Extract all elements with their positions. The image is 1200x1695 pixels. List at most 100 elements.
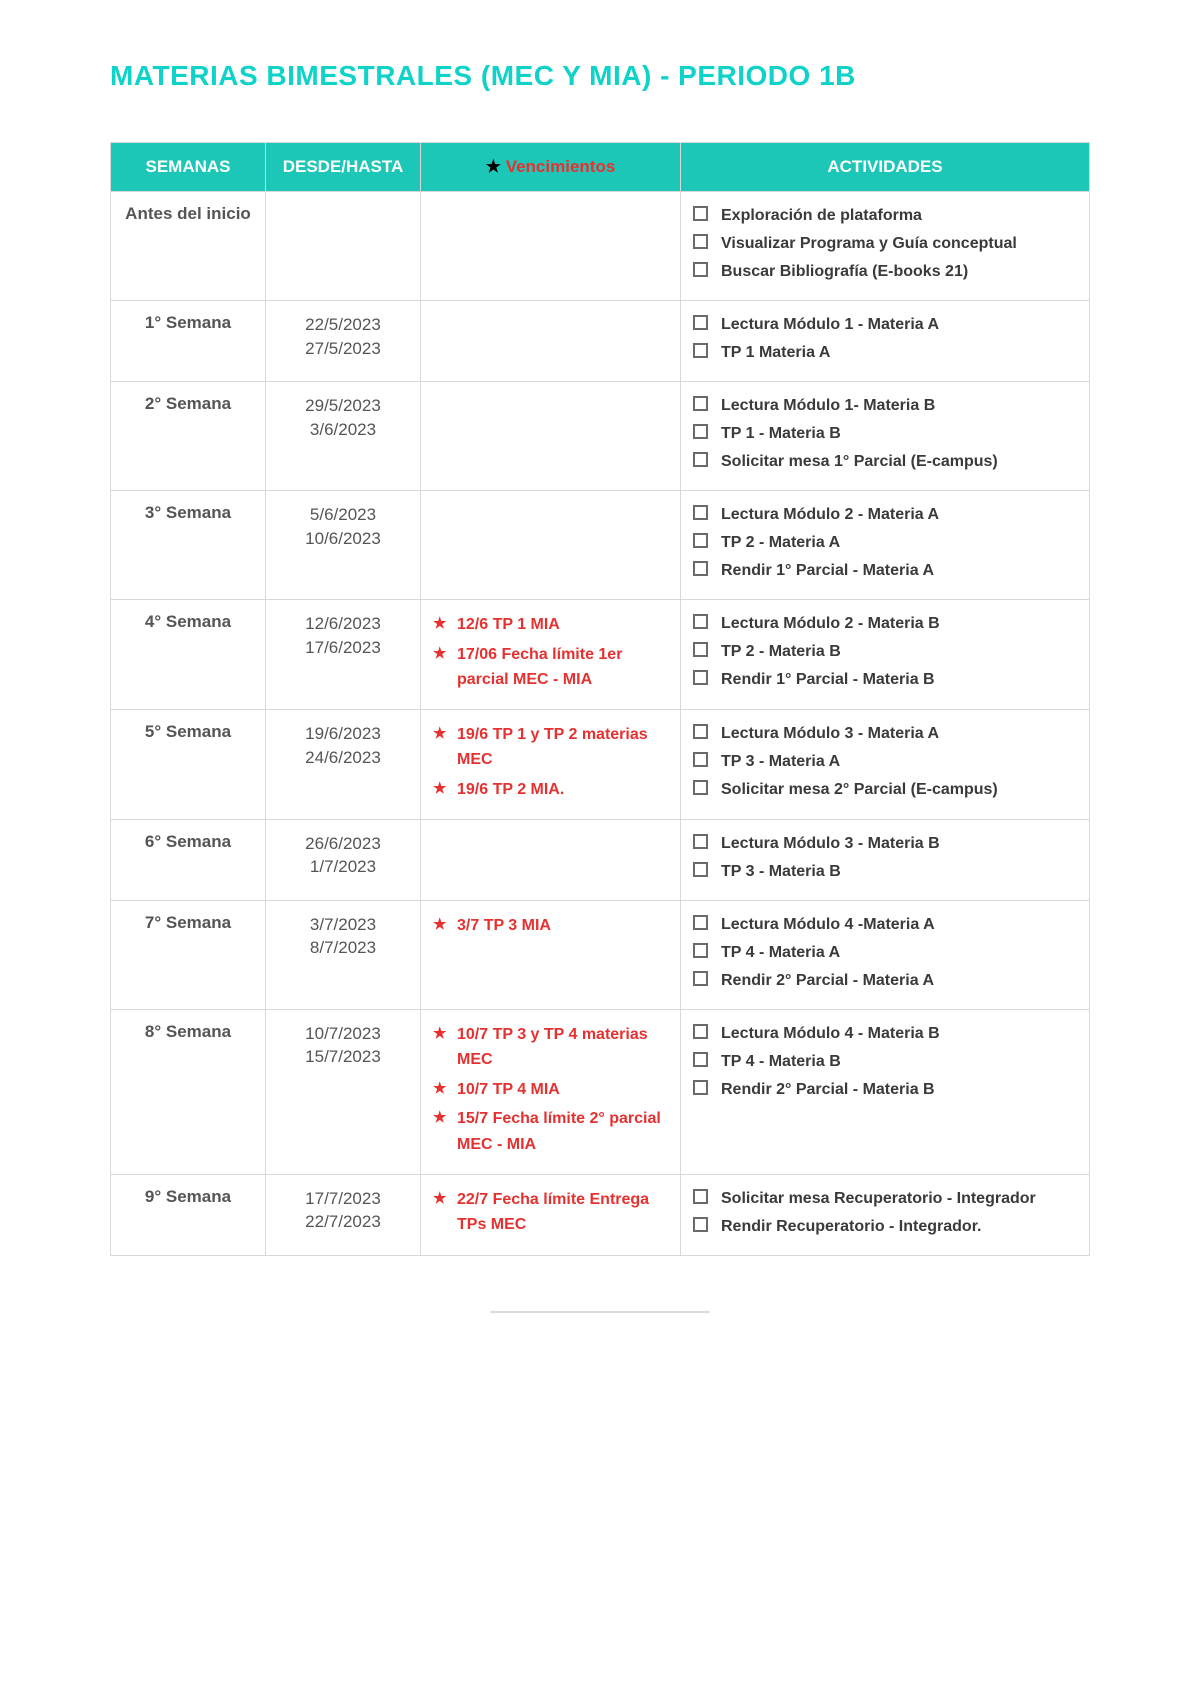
- checkbox-icon[interactable]: [693, 915, 708, 930]
- actividad-item: Rendir 1° Parcial - Materia A: [693, 559, 1077, 583]
- actividad-text: TP 2 - Materia B: [721, 643, 841, 660]
- actividad-item: Lectura Módulo 3 - Materia B: [693, 832, 1077, 856]
- table-row: 1° Semana22/5/202327/5/2023Lectura Módul…: [111, 301, 1090, 382]
- date-value: 3/6/2023: [278, 418, 408, 442]
- checkbox-icon[interactable]: [693, 533, 708, 548]
- actividad-item: Visualizar Programa y Guía conceptual: [693, 232, 1077, 256]
- actividad-text: Lectura Módulo 1- Materia B: [721, 397, 935, 414]
- actividad-text: Lectura Módulo 4 -Materia A: [721, 916, 935, 933]
- actividad-item: TP 2 - Materia A: [693, 531, 1077, 555]
- actividad-text: Lectura Módulo 2 - Materia A: [721, 506, 939, 523]
- checkbox-icon[interactable]: [693, 642, 708, 657]
- checkbox-icon[interactable]: [693, 234, 708, 249]
- checkbox-icon[interactable]: [693, 971, 708, 986]
- date-value: 17/7/2023: [278, 1187, 408, 1211]
- actividad-text: Lectura Módulo 1 - Materia A: [721, 316, 939, 333]
- actividades-cell: Exploración de plataforma Visualizar Prog…: [681, 192, 1090, 301]
- week-name-cell: 9° Semana: [111, 1174, 266, 1255]
- checkbox-icon[interactable]: [693, 561, 708, 576]
- table-row: 6° Semana26/6/20231/7/2023Lectura Módulo…: [111, 819, 1090, 900]
- actividad-text: TP 2 - Materia A: [721, 534, 840, 551]
- actividad-item: Solicitar mesa 1° Parcial (E-campus): [693, 450, 1077, 474]
- actividad-item: TP 3 - Materia A: [693, 750, 1077, 774]
- checkbox-icon[interactable]: [693, 943, 708, 958]
- checkbox-icon[interactable]: [693, 396, 708, 411]
- date-value: 17/6/2023: [278, 636, 408, 660]
- vencimientos-cell: [421, 819, 681, 900]
- checkbox-icon[interactable]: [693, 1080, 708, 1095]
- actividad-text: Lectura Módulo 4 - Materia B: [721, 1025, 940, 1042]
- vencimientos-cell: 22/7 Fecha límite Entrega TPs MEC: [421, 1174, 681, 1255]
- actividad-item: TP 2 - Materia B: [693, 640, 1077, 664]
- checkbox-icon[interactable]: [693, 834, 708, 849]
- header-vencimientos: ★ Vencimientos: [421, 143, 681, 192]
- header-vencimientos-label: Vencimientos: [506, 157, 616, 176]
- table-row: 7° Semana3/7/20238/7/20233/7 TP 3 MIALec…: [111, 900, 1090, 1009]
- actividad-item: TP 1 Materia A: [693, 341, 1077, 365]
- checkbox-icon[interactable]: [693, 315, 708, 330]
- dates-cell: 5/6/202310/6/2023: [266, 491, 421, 600]
- actividad-text: TP 3 - Materia B: [721, 863, 841, 880]
- dates-cell: 19/6/202324/6/2023: [266, 709, 421, 819]
- checkbox-icon[interactable]: [693, 1189, 708, 1204]
- vencimiento-item: 19/6 TP 2 MIA.: [433, 777, 668, 803]
- checkbox-icon[interactable]: [693, 862, 708, 877]
- checkbox-icon[interactable]: [693, 505, 708, 520]
- actividad-text: Rendir 1° Parcial - Materia B: [721, 671, 935, 688]
- header-semanas: SEMANAS: [111, 143, 266, 192]
- checkbox-icon[interactable]: [693, 614, 708, 629]
- actividad-text: Solicitar mesa Recuperatorio - Integrado…: [721, 1190, 1036, 1207]
- week-name-cell: 3° Semana: [111, 491, 266, 600]
- vencimientos-cell: [421, 192, 681, 301]
- actividad-text: Rendir Recuperatorio - Integrador.: [721, 1218, 981, 1235]
- vencimientos-cell: [421, 301, 681, 382]
- table-row: 8° Semana10/7/202315/7/202310/7 TP 3 y T…: [111, 1009, 1090, 1174]
- actividad-item: Lectura Módulo 3 - Materia A: [693, 722, 1077, 746]
- checkbox-icon[interactable]: [693, 724, 708, 739]
- actividad-item: Exploración de plataforma: [693, 204, 1077, 228]
- checkbox-icon[interactable]: [693, 1052, 708, 1067]
- actividad-item: Solicitar mesa 2° Parcial (E-campus): [693, 778, 1077, 802]
- table-row: 3° Semana5/6/202310/6/2023 Lectura Módulo…: [111, 491, 1090, 600]
- checkbox-icon[interactable]: [693, 670, 708, 685]
- actividades-cell: Lectura Módulo 2 - Materia B TP 2 - Mater…: [681, 600, 1090, 710]
- vencimientos-cell: [421, 382, 681, 491]
- date-value: 3/7/2023: [278, 913, 408, 937]
- date-value: 19/6/2023: [278, 722, 408, 746]
- week-name-cell: Antes del inicio: [111, 192, 266, 301]
- actividad-item: Rendir 2° Parcial - Materia B: [693, 1078, 1077, 1102]
- actividad-item: TP 1 - Materia B: [693, 422, 1077, 446]
- vencimientos-cell: 19/6 TP 1 y TP 2 materias MEC 19/6 TP 2 M…: [421, 709, 681, 819]
- dates-cell: 17/7/202322/7/2023: [266, 1174, 421, 1255]
- checkbox-icon[interactable]: [693, 424, 708, 439]
- checkbox-icon[interactable]: [693, 206, 708, 221]
- footer-divider: [490, 1311, 710, 1313]
- dates-cell: 26/6/20231/7/2023: [266, 819, 421, 900]
- vencimientos-cell: 10/7 TP 3 y TP 4 materias MEC10/7 TP 4 M…: [421, 1009, 681, 1174]
- actividad-item: Buscar Bibliografía (E-books 21): [693, 260, 1077, 284]
- checkbox-icon[interactable]: [693, 752, 708, 767]
- actividad-item: Rendir Recuperatorio - Integrador.: [693, 1215, 1077, 1239]
- actividad-item: TP 3 - Materia B: [693, 860, 1077, 884]
- table-row: Antes del inicio Exploración de plataform…: [111, 192, 1090, 301]
- dates-cell: [266, 192, 421, 301]
- table-row: 5° Semana19/6/202324/6/202319/6 TP 1 y T…: [111, 709, 1090, 819]
- actividad-text: Visualizar Programa y Guía conceptual: [721, 235, 1017, 252]
- date-value: 22/5/2023: [278, 313, 408, 337]
- page-title: MATERIAS BIMESTRALES (MEC Y MIA) - PERIO…: [110, 60, 1090, 92]
- dates-cell: 10/7/202315/7/2023: [266, 1009, 421, 1174]
- actividad-item: Lectura Módulo 2 - Materia B: [693, 612, 1077, 636]
- checkbox-icon[interactable]: [693, 1024, 708, 1039]
- checkbox-icon[interactable]: [693, 262, 708, 277]
- actividad-text: Lectura Módulo 3 - Materia A: [721, 725, 939, 742]
- checkbox-icon[interactable]: [693, 452, 708, 467]
- actividad-item: Lectura Módulo 4 -Materia A: [693, 913, 1077, 937]
- vencimiento-item: 15/7 Fecha límite 2° parcial MEC - MIA: [433, 1106, 668, 1157]
- vencimiento-item: 19/6 TP 1 y TP 2 materias MEC: [433, 722, 668, 773]
- checkbox-icon[interactable]: [693, 1217, 708, 1232]
- week-name-cell: 7° Semana: [111, 900, 266, 1009]
- actividad-text: Rendir 2° Parcial - Materia A: [721, 972, 934, 989]
- checkbox-icon[interactable]: [693, 343, 708, 358]
- checkbox-icon[interactable]: [693, 780, 708, 795]
- vencimiento-item: 10/7 TP 3 y TP 4 materias MEC: [433, 1022, 668, 1073]
